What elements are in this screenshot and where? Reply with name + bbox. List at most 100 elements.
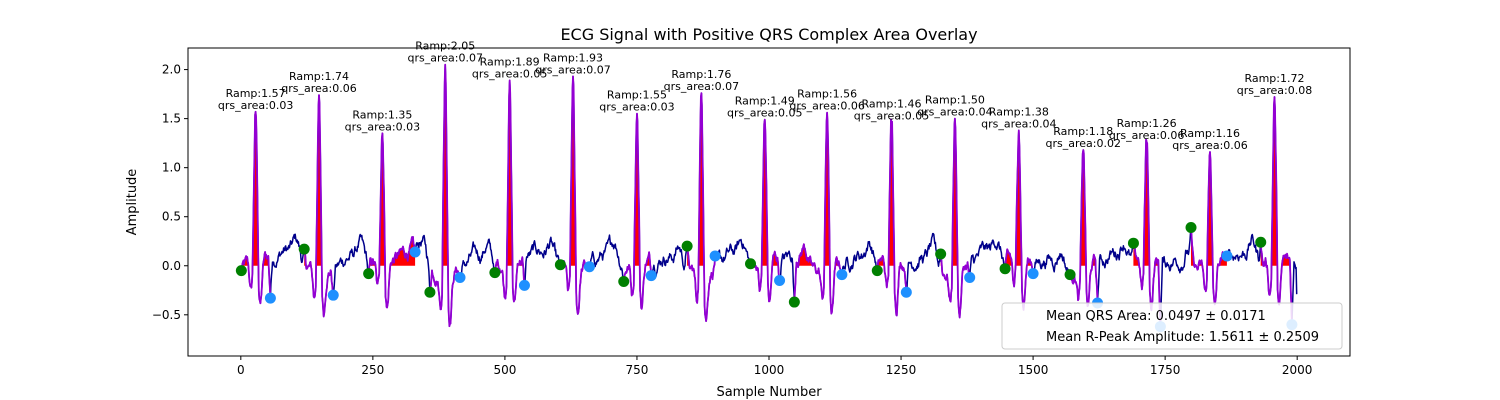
qrs-offset-marker [1027,268,1039,280]
qrs-area-annotation: qrs_area:0.07 [664,80,739,93]
x-tick-label: 750 [626,363,649,377]
qrs-segment-line [1132,138,1162,327]
qrs-area-fill [429,64,460,266]
qrs-segment-line [1069,149,1099,307]
qrs-onset-marker [554,259,566,271]
qrs-offset-marker [518,279,530,291]
qrs-offset-marker [1221,250,1233,262]
qrs-area-fill [494,80,525,266]
qrs-offset-marker [454,272,466,284]
x-tick-label: 0 [237,363,245,377]
ramp-annotation: Ramp:1.74 [289,70,349,83]
qrs-onset-marker [489,267,501,279]
qrs-area-annotation: qrs_area:0.03 [345,120,420,133]
qrs-segment-line [240,110,272,305]
marker-layer [235,222,1298,333]
ramp-annotation: Ramp:2.05 [415,40,475,53]
qrs-offset-marker [964,272,976,284]
qrs-onset-marker [363,268,375,280]
qrs-area-fill [304,95,334,266]
ramp-annotation: Ramp:1.16 [1180,127,1240,140]
ramp-annotation: Ramp:1.93 [543,51,603,64]
qrs-area-annotation: qrs_area:0.06 [281,82,356,95]
qrs-segment-line [1190,151,1228,306]
y-tick-label: 1.0 [162,161,181,175]
qrs-onset-marker [1185,222,1197,234]
qrs-area-annotation: qrs_area:0.03 [599,101,674,114]
plot-area: Ramp:1.57qrs_area:0.03Ramp:1.74qrs_area:… [218,40,1312,333]
qrs-area-annotation: qrs_area:0.05 [727,107,802,120]
qrs-segment-line [367,132,416,309]
qrs-area-fill [241,111,271,266]
qrs-offset-marker [836,269,848,281]
qrs-onset-marker [424,286,436,298]
qrs-area-annotation: qrs_area:0.05 [854,110,929,123]
y-tick-label: 2.0 [162,63,181,77]
qrs-onset-marker [298,243,310,255]
legend-entry-mean-qrs-area: Mean QRS Area: 0.0497 ± 0.0171 [1046,309,1266,324]
legend: Mean QRS Area: 0.0497 ± 0.0171 Mean R-Pe… [1001,302,1343,350]
qrs-offset-marker [645,270,657,282]
ramp-annotation: Ramp:1.18 [1053,125,1113,138]
ramp-annotation: Ramp:1.50 [925,94,985,107]
ramp-annotation: Ramp:1.38 [989,105,1049,118]
ramp-annotation: Ramp:1.89 [480,55,540,68]
qrs-segment-line [686,92,716,322]
qrs-area-annotation: qrs_area:0.05 [472,67,547,80]
qrs-onset-marker [618,275,630,287]
x-tick-label: 1250 [886,363,917,377]
qrs-offset-marker [264,292,276,304]
qrs-segment-line [429,63,461,328]
qrs-area-fill [1133,139,1161,266]
qrs-onset-marker [871,265,883,277]
qrs-area-annotation: qrs_area:0.02 [1046,137,1121,150]
x-tick-label: 1000 [754,363,785,377]
ramp-annotation: Ramp:1.26 [1117,117,1177,130]
qrs-area-annotation: qrs_area:0.06 [1109,129,1184,142]
x-tick-label: 1750 [1150,363,1181,377]
qrs-area-fill [687,93,716,266]
qrs-segment-line [494,79,526,303]
qrs-onset-marker [935,248,947,260]
qrs-area-fill [940,118,970,266]
ramp-annotation: Ramp:1.46 [862,98,922,111]
qrs-onset-marker [999,263,1011,275]
qrs-area-annotation: qrs_area:0.07 [535,63,610,76]
qrs-segment-line [1259,96,1293,325]
ramp-annotation: Ramp:1.72 [1244,72,1304,85]
qrs-offset-marker [409,246,421,258]
y-axis: −0.5 0.0 0.5 1.0 1.5 2.0 [152,63,188,322]
ramp-annotation: Ramp:1.57 [226,87,286,100]
legend-entry-mean-r-peak-amplitude: Mean R-Peak Amplitude: 1.5611 ± 0.2509 [1046,330,1319,345]
qrs-onset-marker [745,258,757,270]
qrs-area-annotation: qrs_area:0.04 [917,106,992,119]
qrs-segment-line [939,117,971,319]
ramp-annotation: Ramp:1.55 [607,89,667,102]
chart-title: ECG Signal with Positive QRS Complex Are… [560,25,977,44]
qrs-onset-marker [1127,237,1139,249]
ramp-annotation: Ramp:1.49 [735,95,795,108]
qrs-area-annotation: qrs_area:0.04 [981,117,1056,130]
y-tick-label: 0.5 [162,210,181,224]
x-tick-label: 500 [493,363,516,377]
y-tick-label: 0.0 [162,259,181,273]
qrs-offset-marker [900,286,912,298]
x-tick-label: 250 [361,363,384,377]
qrs-area-fill [1005,130,1034,266]
qrs-onset-marker [1255,236,1267,248]
x-axis-title: Sample Number [716,385,822,400]
annotation-layer: Ramp:1.57qrs_area:0.03Ramp:1.74qrs_area:… [218,40,1312,152]
qrs-area-fill [1070,150,1098,266]
legend-box [1001,302,1343,350]
qrs-area-annotation: qrs_area:0.03 [218,99,293,112]
qrs-area-fill [750,119,780,266]
qrs-area-annotation: qrs_area:0.08 [1237,84,1312,97]
qrs-onset-marker [1064,269,1076,281]
x-axis: 0 250 500 750 1000 1250 1500 1750 2000 [237,356,1312,377]
qrs-offset-marker [583,261,595,273]
y-axis-title: Amplitude [125,169,140,236]
x-tick-label: 2000 [1282,363,1313,377]
qrs-segment-line [793,111,843,315]
ramp-annotation: Ramp:1.35 [352,108,412,121]
